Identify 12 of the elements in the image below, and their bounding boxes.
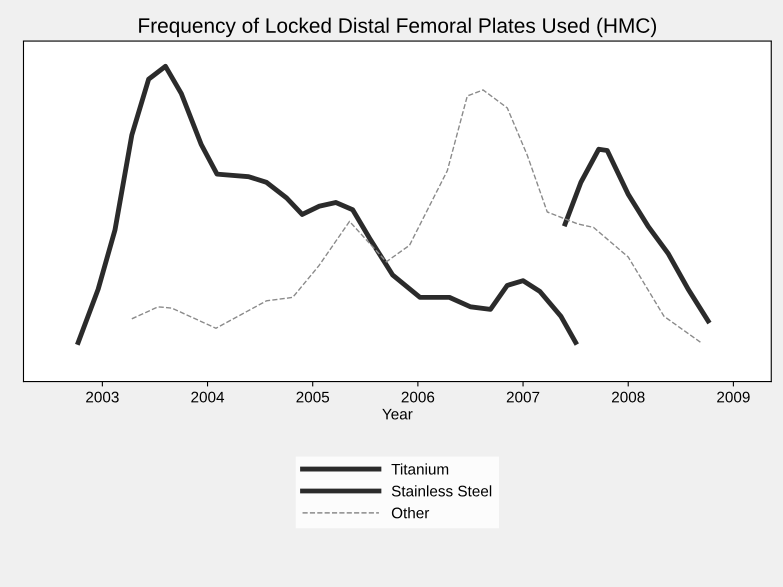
- x-tick-label: 2006: [402, 392, 434, 402]
- x-axis-title: Year: [382, 408, 413, 420]
- legend-label: Stainless Steel: [392, 485, 492, 496]
- x-tick-label: 2009: [717, 392, 750, 402]
- legend-label: Titanium: [391, 463, 448, 475]
- legend-label: Other: [392, 507, 430, 518]
- x-tick-label: 2003: [86, 392, 119, 402]
- x-tick-label: 2007: [506, 392, 540, 402]
- x-tick-label: 2008: [612, 392, 645, 402]
- x-tick-label: 2004: [191, 392, 224, 402]
- x-tick-label: 2005: [296, 392, 330, 402]
- chart-title: Frequency of Locked Distal Femoral Plates Used (HMC): [139, 18, 656, 38]
